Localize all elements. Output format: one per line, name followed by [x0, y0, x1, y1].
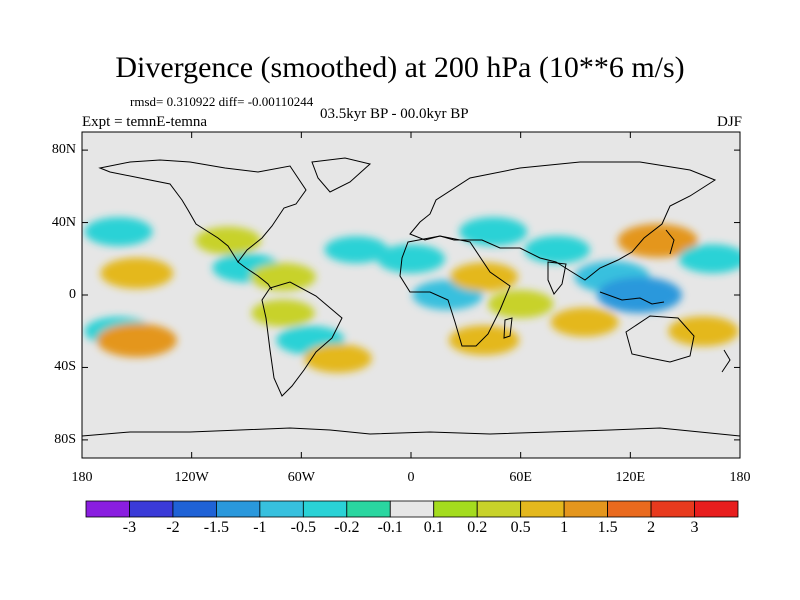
colorbar-swatch: [172, 500, 217, 518]
anomaly-region-11: [377, 244, 445, 274]
lon-label: 0: [407, 470, 415, 485]
colorbar-level-label: 1.5: [597, 519, 618, 536]
lat-label: 80N: [51, 142, 76, 158]
anomaly-region-21: [617, 223, 698, 258]
coast-central-america: [237, 261, 273, 291]
lon-label: 60E: [509, 470, 532, 485]
colorbar-swatch: [607, 500, 652, 518]
coast-australia: [625, 315, 695, 363]
anomaly-region-1: [100, 257, 174, 289]
colorbar-level-label: -2: [166, 519, 180, 536]
colorbar-level-label: 0.2: [467, 519, 488, 536]
anomaly-region-15: [448, 325, 520, 356]
coast-north-america: [98, 159, 307, 263]
lon-label: 180: [729, 470, 751, 485]
coast-japan: [665, 229, 675, 255]
coast-new-zealand: [721, 349, 731, 373]
plot-title: Divergence (smoothed) at 200 hPa (10**6 …: [115, 51, 685, 84]
colorbar-level-label: -0.1: [377, 519, 403, 536]
coast-africa: [399, 235, 511, 347]
period-label: 03.5kyr BP - 00.0kyr BP: [320, 106, 469, 122]
colorbar-swatch: [389, 500, 435, 518]
divergence-field: [84, 217, 740, 373]
lon-label: 60W: [287, 470, 315, 485]
lon-label: 120E: [615, 470, 646, 485]
coast-eurasia: [409, 161, 717, 281]
colorbar-swatch: [520, 500, 565, 518]
anomaly-region-3: [96, 323, 177, 358]
coastlines: [82, 157, 740, 437]
colorbar-swatch: [563, 500, 609, 518]
anomaly-region-16: [487, 290, 554, 319]
anomaly-region-20: [597, 277, 682, 313]
anomaly-region-14: [459, 217, 528, 247]
coast-india: [547, 261, 567, 295]
colorbar-level-label: -1: [253, 519, 267, 536]
colorbar-swatch: [433, 500, 478, 518]
colorbar-level-label: -3: [122, 519, 137, 536]
lat-label: 80S: [54, 431, 76, 447]
colorbar-swatch: [85, 500, 130, 518]
coast-madagascar: [503, 317, 513, 339]
colorbar-level-label: -1.5: [203, 519, 230, 536]
anomaly-region-10: [324, 236, 388, 264]
lat-label: 40S: [54, 359, 76, 375]
lat-label: 0: [69, 287, 76, 302]
anomaly-region-23: [668, 316, 739, 347]
colorbar-level-label: 0.1: [423, 519, 444, 536]
anomaly-region-4: [195, 226, 262, 255]
colorbar-level-label: 0.5: [510, 519, 531, 536]
coast-south-america: [261, 281, 343, 397]
colorbar-swatch: [476, 500, 522, 518]
lat-label: 40N: [51, 214, 76, 230]
anomaly-region-18: [550, 307, 619, 337]
lon-label: 180: [71, 470, 93, 485]
coast-greenland: [311, 157, 372, 193]
colorbar-swatch: [302, 500, 348, 518]
coast-indonesia: [599, 291, 665, 305]
anomaly-region-7: [251, 299, 315, 327]
colorbar-level-label: 1: [560, 519, 569, 536]
colorbar-swatch: [694, 500, 739, 518]
colorbar-swatch: [259, 500, 304, 518]
colorbar-level-label: -0.2: [334, 519, 360, 536]
rmsd-stats: rmsd= 0.310922 diff= -0.00110244: [130, 94, 314, 109]
colorbar-level-label: -0.5: [290, 519, 316, 536]
coast-antarctica: [82, 427, 740, 437]
lon-label: 120W: [174, 470, 209, 485]
colorbar-swatch: [129, 500, 174, 518]
anomaly-region-17: [524, 235, 591, 264]
axis-ticks: [81, 132, 741, 458]
season-label: DJF: [716, 114, 742, 130]
colorbar-swatch: [215, 500, 261, 518]
experiment-label: Expt = temnE-temna: [82, 114, 208, 130]
anomaly-region-9: [303, 343, 372, 373]
colorbar: [85, 500, 739, 518]
colorbar-level-label: 3: [690, 519, 699, 536]
anomaly-region-13: [450, 262, 519, 292]
anomaly-region-6: [250, 262, 316, 291]
colorbar-level-label: 2: [647, 519, 656, 536]
anomaly-region-22: [678, 244, 740, 274]
colorbar-swatch: [346, 500, 391, 518]
colorbar-swatch: [650, 500, 695, 518]
anomaly-region-0: [84, 217, 153, 247]
